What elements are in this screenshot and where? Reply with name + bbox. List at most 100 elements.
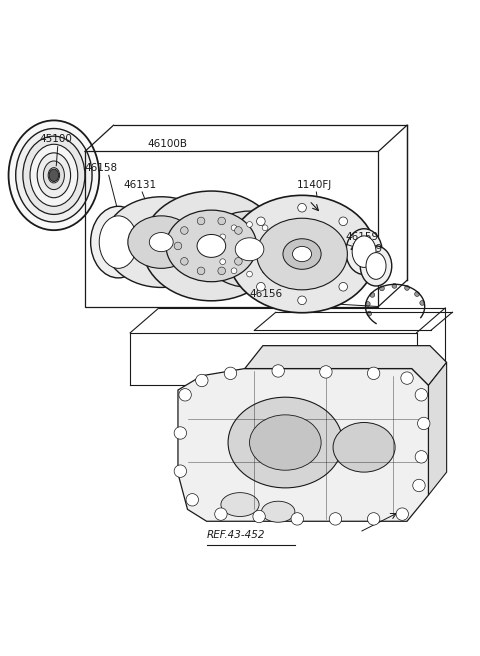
Circle shape — [231, 268, 237, 274]
Circle shape — [329, 513, 342, 525]
Ellipse shape — [292, 247, 312, 262]
Ellipse shape — [250, 415, 321, 470]
Circle shape — [356, 250, 364, 258]
Ellipse shape — [283, 239, 321, 270]
Circle shape — [197, 267, 205, 275]
Circle shape — [231, 225, 237, 231]
Circle shape — [179, 388, 192, 401]
Ellipse shape — [49, 169, 59, 182]
Circle shape — [196, 375, 208, 386]
Ellipse shape — [128, 216, 195, 268]
Circle shape — [257, 283, 265, 291]
Ellipse shape — [43, 161, 64, 190]
Ellipse shape — [91, 206, 146, 278]
Circle shape — [180, 227, 188, 234]
Circle shape — [415, 451, 428, 463]
Circle shape — [241, 242, 249, 250]
Circle shape — [174, 427, 187, 440]
Circle shape — [247, 271, 252, 277]
Circle shape — [367, 367, 380, 380]
Ellipse shape — [360, 246, 392, 286]
Circle shape — [274, 259, 279, 264]
Circle shape — [413, 480, 425, 492]
Bar — [85, 152, 378, 306]
Circle shape — [298, 203, 306, 212]
Circle shape — [247, 222, 252, 228]
Circle shape — [215, 508, 227, 520]
Circle shape — [197, 217, 205, 225]
Circle shape — [274, 234, 279, 239]
Text: 45100: 45100 — [39, 134, 72, 144]
Circle shape — [380, 286, 384, 291]
Circle shape — [240, 250, 248, 258]
Circle shape — [420, 300, 425, 305]
Circle shape — [262, 268, 268, 274]
Ellipse shape — [99, 216, 137, 268]
Ellipse shape — [37, 153, 71, 197]
Ellipse shape — [228, 397, 343, 488]
Circle shape — [235, 258, 242, 265]
Circle shape — [174, 242, 182, 250]
Circle shape — [291, 513, 303, 525]
Circle shape — [396, 508, 408, 520]
Ellipse shape — [16, 129, 92, 222]
Circle shape — [367, 513, 380, 525]
Ellipse shape — [197, 234, 226, 257]
Ellipse shape — [228, 195, 376, 313]
Text: 46131: 46131 — [123, 180, 156, 190]
Ellipse shape — [30, 144, 78, 206]
Ellipse shape — [346, 229, 382, 275]
Circle shape — [174, 465, 187, 478]
Text: 46158: 46158 — [85, 163, 118, 173]
Circle shape — [401, 372, 413, 384]
Ellipse shape — [9, 121, 99, 230]
Polygon shape — [178, 369, 429, 522]
Ellipse shape — [104, 197, 218, 287]
Text: 46159: 46159 — [350, 244, 383, 254]
Circle shape — [418, 417, 430, 430]
Circle shape — [367, 311, 372, 316]
Ellipse shape — [23, 136, 85, 215]
Text: 46159: 46159 — [345, 232, 378, 242]
Circle shape — [415, 292, 420, 297]
Circle shape — [220, 259, 226, 264]
Circle shape — [235, 227, 242, 234]
Circle shape — [365, 302, 370, 306]
Circle shape — [186, 493, 199, 506]
Ellipse shape — [235, 238, 264, 260]
Text: REF.43-452: REF.43-452 — [206, 530, 265, 541]
Ellipse shape — [333, 422, 395, 472]
Ellipse shape — [166, 210, 257, 281]
Ellipse shape — [366, 253, 386, 279]
Circle shape — [262, 225, 268, 231]
Ellipse shape — [142, 191, 281, 301]
Ellipse shape — [221, 493, 259, 516]
Circle shape — [216, 247, 221, 252]
Polygon shape — [429, 362, 446, 495]
Ellipse shape — [202, 211, 297, 287]
Circle shape — [405, 285, 409, 291]
Circle shape — [320, 365, 332, 378]
Text: 1140FJ: 1140FJ — [297, 180, 333, 190]
Circle shape — [253, 510, 265, 523]
Circle shape — [220, 234, 226, 239]
Circle shape — [370, 293, 375, 297]
Text: 46156: 46156 — [250, 289, 283, 299]
Circle shape — [298, 296, 306, 304]
Circle shape — [339, 283, 348, 291]
Ellipse shape — [352, 236, 376, 268]
Ellipse shape — [149, 233, 173, 252]
Polygon shape — [245, 346, 446, 385]
Text: 46100B: 46100B — [147, 139, 187, 149]
Ellipse shape — [262, 501, 295, 522]
Ellipse shape — [257, 218, 348, 290]
Circle shape — [272, 365, 284, 377]
Circle shape — [218, 267, 226, 275]
Circle shape — [392, 283, 397, 288]
Circle shape — [224, 367, 237, 380]
Circle shape — [415, 388, 428, 401]
Circle shape — [257, 217, 265, 226]
Ellipse shape — [48, 168, 60, 183]
Circle shape — [339, 217, 348, 226]
Circle shape — [218, 217, 226, 225]
